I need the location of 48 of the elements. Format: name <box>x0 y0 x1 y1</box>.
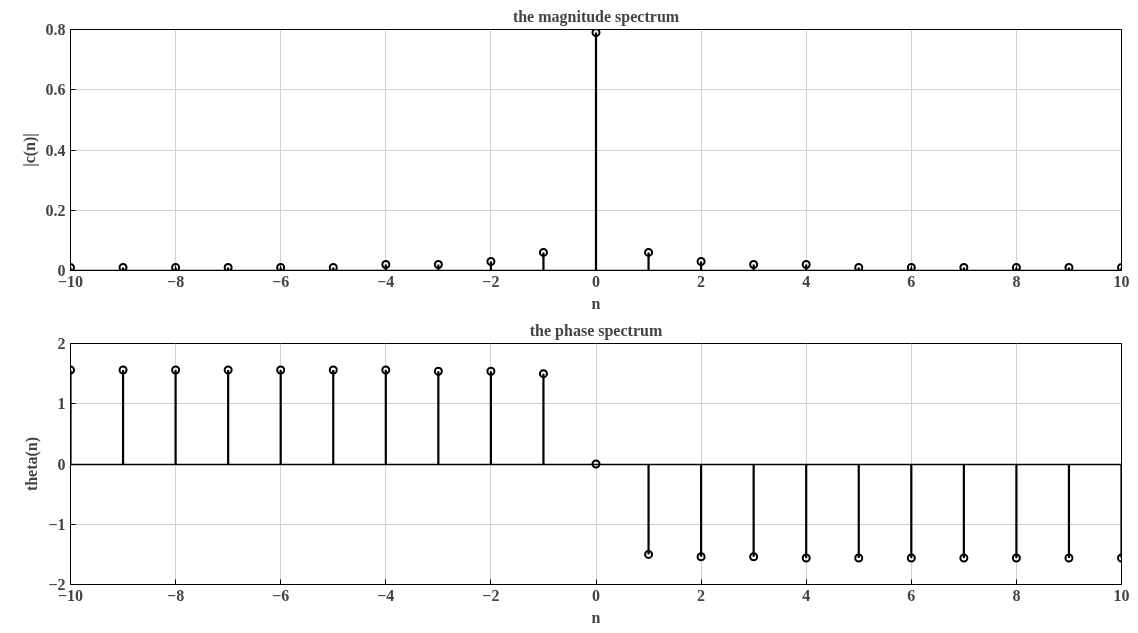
x-tick-label: 6 <box>907 586 916 604</box>
y-tick-label: −1 <box>48 515 66 533</box>
point <box>1064 262 1074 271</box>
x-tick-label: −6 <box>272 272 290 290</box>
point <box>171 262 181 271</box>
x-tick-label: −2 <box>482 272 500 290</box>
point <box>906 262 916 271</box>
y-tick-label: 0.2 <box>45 201 66 219</box>
y-axis-title: theta(n) <box>23 436 42 492</box>
x-tick-label: 4 <box>802 586 811 604</box>
point <box>959 262 969 271</box>
x-tick-label: −6 <box>272 586 290 604</box>
x-tick-label: 0 <box>592 586 600 604</box>
x-tick-label: 2 <box>697 586 706 604</box>
point <box>854 262 864 271</box>
y-tick-label: 1 <box>57 395 66 413</box>
point <box>223 262 233 271</box>
x-axis-title: n <box>591 608 601 626</box>
x-tick-label: −4 <box>377 272 395 290</box>
x-tick-label: 8 <box>1012 272 1021 290</box>
x-tick-label: 4 <box>802 272 811 290</box>
x-tick-label: −4 <box>377 586 395 604</box>
x-axis-title: n <box>591 294 601 312</box>
x-tick-label: 10 <box>1113 272 1130 290</box>
y-tick-label: 0.8 <box>45 21 66 38</box>
y-tick-label: 0 <box>57 455 66 473</box>
chart-title: the magnitude spectrum <box>512 7 680 26</box>
x-tick-label: 8 <box>1012 586 1021 604</box>
chart-title: the phase spectrum <box>529 321 663 340</box>
x-tick-label: 0 <box>592 272 600 290</box>
x-tick-label: −8 <box>167 272 185 290</box>
point <box>801 259 811 269</box>
x-tick-label: −2 <box>482 586 500 604</box>
point <box>276 262 286 271</box>
y-axis-title: |c(n)| <box>20 133 39 167</box>
y-tick-label: 2 <box>57 335 66 352</box>
point <box>1011 262 1021 271</box>
point <box>749 259 759 269</box>
point <box>381 259 391 269</box>
point <box>118 262 128 271</box>
x-tick-label: 2 <box>697 272 706 290</box>
y-tick-label: 0.6 <box>45 81 66 99</box>
point <box>328 262 338 271</box>
point <box>433 259 443 269</box>
y-tick-label: 0.4 <box>45 141 66 159</box>
x-tick-label: −8 <box>167 586 185 604</box>
x-tick-label: 10 <box>1113 586 1130 604</box>
x-tick-label: 6 <box>907 272 916 290</box>
